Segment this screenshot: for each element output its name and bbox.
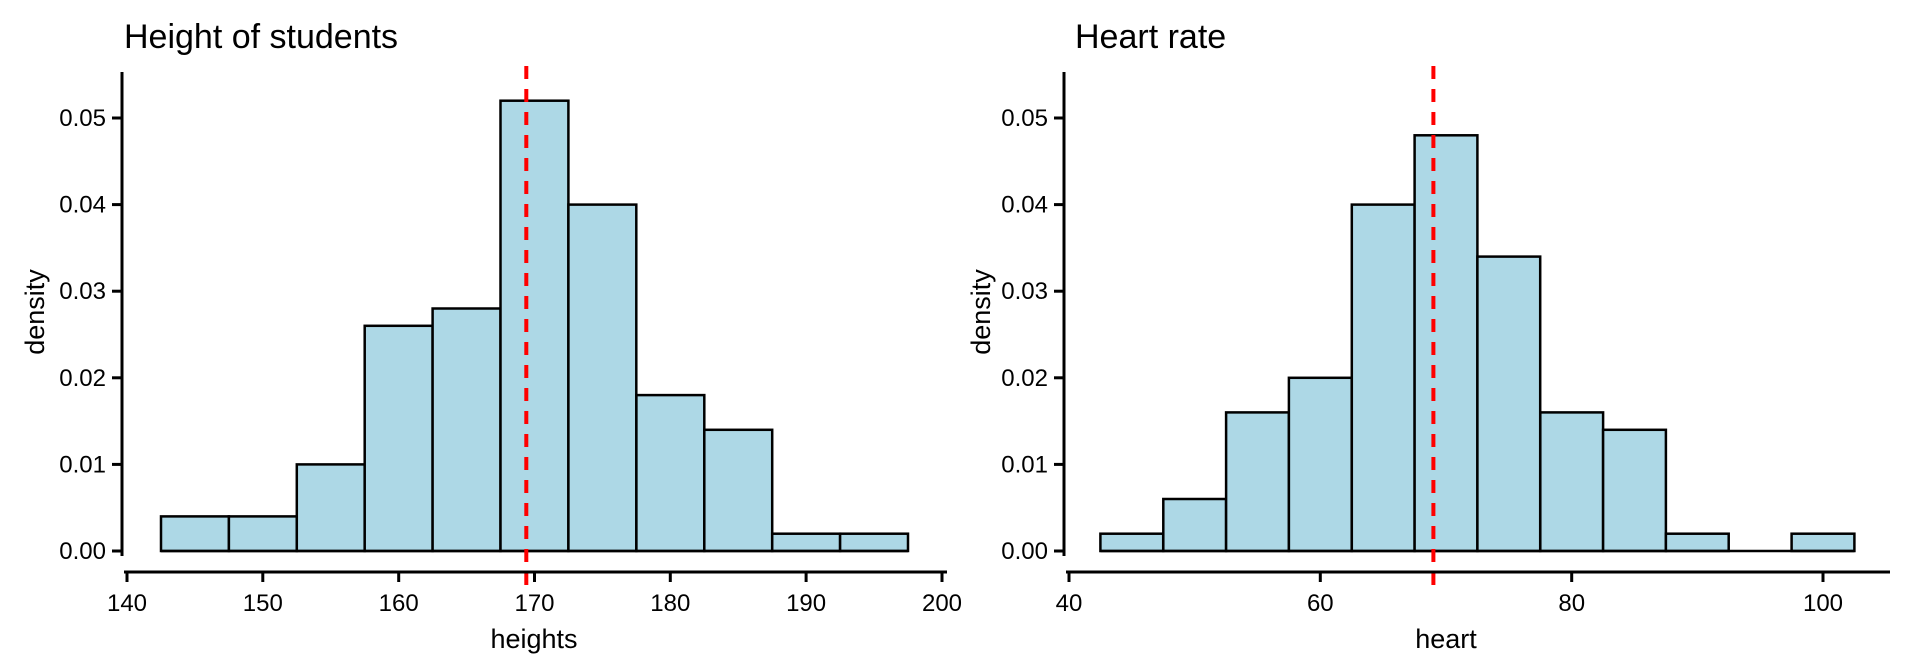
y-tick-label: 0.04 [1001,192,1048,219]
y-tick-label: 0.01 [59,451,106,478]
histogram-bar [703,428,774,553]
y-tick-label: 0.04 [59,192,106,219]
histogram-bar [1664,532,1730,553]
x-tick-label: 160 [379,590,419,617]
x-tick-label: 190 [786,590,826,617]
histogram-bar [1413,134,1479,553]
chart-title: Height of students [124,18,398,56]
histogram-bar [1350,203,1416,553]
histogram-bar [770,532,842,553]
histogram-bar [1224,411,1291,553]
x-tick-label: 40 [1056,590,1083,617]
y-tick-label: 0.05 [59,105,106,132]
x-axis-label: heart [1415,624,1477,654]
x-axis-label: heights [490,624,577,654]
histogram-bar [499,99,570,553]
histogram-bar [1601,428,1668,553]
x-tick-label: 180 [650,590,690,617]
y-tick-label: 0.03 [59,278,106,305]
y-tick-label: 0.00 [1001,538,1048,565]
histogram-panel-heights: Height of students density heights 140 15… [20,18,962,654]
histogram-bar [838,532,910,553]
y-axis-label: density [966,269,996,355]
histogram-bar [1790,532,1856,553]
y-tick-label: 0.00 [59,538,106,565]
x-tick-label: 140 [107,590,147,617]
plot-area: 40 60 80 100 0.00 0.01 0.02 0.03 0.04 0.05 [1001,66,1890,617]
plot-area: 140 150 160 170 180 190 200 0.00 0.01 0.02 0.03 0.0… [59,66,962,617]
chart-title: Heart rate [1075,18,1226,56]
y-tick-label: 0.02 [59,365,106,392]
x-tick-label: 80 [1558,590,1585,617]
x-tick-label: 200 [922,590,962,617]
histogram-bar [227,515,299,553]
x-tick-label: 100 [1803,590,1843,617]
histogram-bar [635,393,706,553]
x-tick-label: 170 [514,590,554,617]
histogram-bar [1099,532,1165,553]
y-tick-label: 0.02 [1001,365,1048,392]
histogram-bar [1162,497,1228,553]
y-axis-label: density [20,269,50,355]
histogram-bar [295,463,366,553]
histogram-bar [1539,411,1605,553]
histogram-bar [363,324,434,553]
y-tick-label: 0.03 [1001,278,1048,305]
x-tick-label: 60 [1307,590,1334,617]
histogram-bar [1287,376,1353,553]
y-tick-label: 0.05 [1001,105,1048,132]
histogram-bar [567,203,638,553]
y-tick-label: 0.01 [1001,451,1048,478]
histogram-bar [159,515,231,553]
x-tick-label: 150 [243,590,283,617]
histogram-bar [431,307,502,553]
histogram-bar [1476,255,1542,553]
histogram-panel-heart: Heart rate density heart 40 60 80 100 0.00 0.… [966,18,1890,654]
